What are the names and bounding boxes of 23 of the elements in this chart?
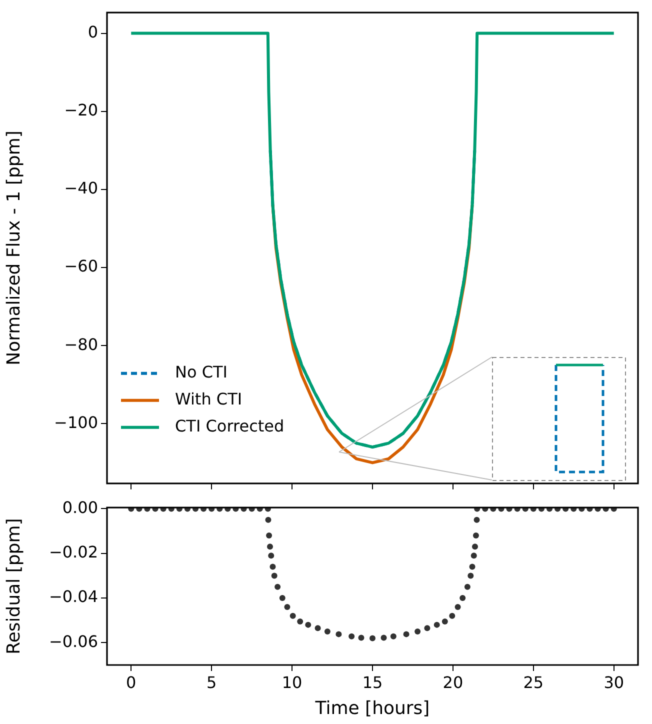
x-tick-label: 5	[206, 672, 217, 692]
x-tick-label: 0	[126, 672, 136, 692]
x-tick-label: 20	[442, 672, 464, 692]
y-tick-label: −0.04	[48, 587, 98, 606]
legend-label: CTI Corrected	[175, 416, 284, 436]
x-tick-label: 30	[604, 672, 624, 692]
y-tick-label: −100	[54, 412, 98, 432]
x-tick-label: 10	[282, 672, 302, 692]
y-tick-label: 0.00	[62, 498, 98, 517]
y-tick-label: −80	[64, 334, 98, 354]
y-tick-label: −20	[64, 100, 98, 120]
y-tick-label: −40	[64, 178, 98, 198]
y-tick-label: −60	[64, 256, 98, 276]
x-tick-label: 25	[523, 672, 544, 692]
y-tick-label: −0.02	[48, 542, 98, 562]
y-axis-title: Residual [ppm]	[3, 518, 24, 654]
legend-label: With CTI	[175, 390, 242, 409]
y-axis-title: Normalized Flux - 1 [ppm]	[3, 130, 24, 366]
y-tick-label: −0.06	[48, 632, 98, 651]
x-tick-label: 15	[362, 672, 383, 692]
y-tick-label: 0	[88, 22, 98, 42]
legend-label: No CTI	[175, 362, 228, 382]
x-axis-title: Time [hours]	[314, 698, 430, 719]
